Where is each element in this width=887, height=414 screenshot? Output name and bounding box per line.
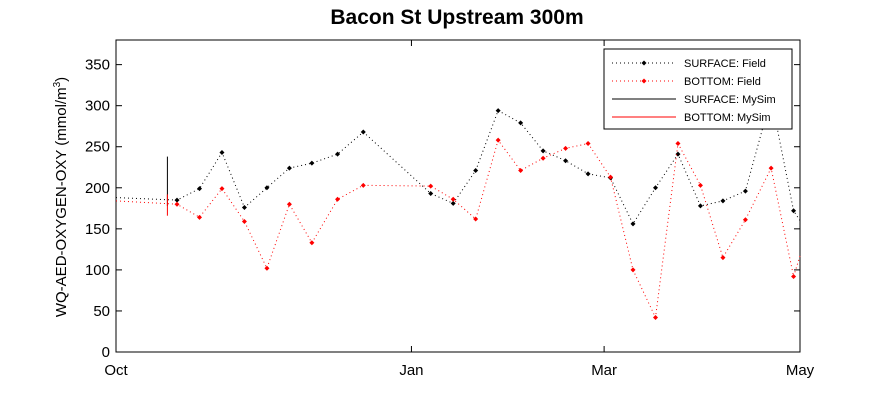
legend-entry: BOTTOM: Field bbox=[684, 76, 761, 88]
y-tick-label: 350 bbox=[85, 57, 110, 74]
data-point bbox=[720, 198, 726, 204]
x-tick-label: Oct bbox=[104, 362, 128, 379]
y-axis-label: WQ-AED-OXYGEN-OXY (mmol/m3) bbox=[52, 77, 70, 317]
data-point bbox=[518, 120, 524, 126]
data-point bbox=[309, 240, 315, 246]
data-point bbox=[174, 201, 180, 207]
y-axis-label-main: WQ-AED-OXYGEN-OXY (mmol/m bbox=[53, 87, 70, 317]
data-point bbox=[309, 160, 315, 166]
data-point bbox=[241, 218, 247, 224]
y-axis-label-suffix: ) bbox=[53, 77, 70, 82]
legend-marker bbox=[641, 78, 647, 84]
data-point bbox=[473, 216, 479, 222]
data-point bbox=[630, 267, 636, 273]
data-point bbox=[652, 315, 658, 321]
y-tick-label: 150 bbox=[85, 221, 110, 238]
data-point bbox=[450, 200, 456, 206]
data-point bbox=[742, 188, 748, 194]
data-point bbox=[540, 155, 546, 161]
data-point bbox=[630, 221, 636, 227]
data-point bbox=[540, 148, 546, 154]
legend-box bbox=[603, 48, 793, 130]
series-line bbox=[115, 97, 801, 225]
legend: SURFACE: Field BOTTOM: Field SURFACE: MySi… bbox=[603, 48, 793, 130]
y-tick-label: 100 bbox=[85, 262, 110, 279]
data-point bbox=[697, 182, 703, 188]
data-point bbox=[608, 174, 614, 180]
data-point bbox=[241, 204, 247, 210]
axis-ticks: 0 50 100 150 200 250 300 350 Oct Jan Mar May bbox=[85, 40, 815, 379]
data-point bbox=[518, 168, 524, 174]
legend-marker bbox=[641, 60, 647, 66]
data-point bbox=[791, 273, 797, 279]
data-point bbox=[335, 196, 341, 202]
data-point bbox=[335, 151, 341, 157]
y-tick-label: 250 bbox=[85, 139, 110, 156]
y-tick-label: 0 bbox=[102, 344, 110, 361]
data-point bbox=[286, 165, 292, 171]
legend-entry: SURFACE: Field bbox=[684, 58, 766, 70]
data-point bbox=[264, 185, 270, 191]
data-point bbox=[495, 137, 501, 143]
data-point bbox=[697, 203, 703, 209]
legend-entry: BOTTOM: MySim bbox=[684, 112, 771, 124]
series-layer bbox=[115, 94, 801, 321]
data-point bbox=[174, 197, 180, 203]
data-point bbox=[428, 183, 434, 189]
series-surface-field bbox=[115, 94, 801, 227]
y-tick-label: 50 bbox=[93, 303, 110, 320]
data-point bbox=[264, 265, 270, 271]
data-point bbox=[196, 186, 202, 192]
data-point bbox=[675, 140, 681, 146]
y-tick-label: 300 bbox=[85, 98, 110, 115]
data-point bbox=[473, 168, 479, 174]
data-point bbox=[585, 171, 591, 177]
x-tick-label: May bbox=[786, 362, 815, 379]
data-point bbox=[742, 217, 748, 223]
data-point bbox=[219, 186, 225, 192]
data-point bbox=[563, 145, 569, 151]
data-point bbox=[563, 158, 569, 164]
data-point bbox=[428, 191, 434, 197]
data-point bbox=[791, 208, 797, 214]
data-point bbox=[450, 196, 456, 202]
data-point bbox=[286, 201, 292, 207]
data-point bbox=[196, 214, 202, 220]
data-point bbox=[495, 108, 501, 114]
data-point bbox=[219, 149, 225, 155]
series-bottom-field bbox=[115, 137, 801, 321]
data-point bbox=[360, 129, 366, 135]
y-axis-label-superscript: 3 bbox=[52, 81, 63, 87]
data-point bbox=[652, 185, 658, 191]
data-point bbox=[768, 165, 774, 171]
chart-title: Bacon St Upstream 300m bbox=[330, 6, 583, 29]
data-point bbox=[360, 182, 366, 188]
x-tick-label: Mar bbox=[591, 362, 617, 379]
x-tick-label: Jan bbox=[399, 362, 423, 379]
legend-entry: SURFACE: MySim bbox=[684, 94, 776, 106]
data-point bbox=[720, 255, 726, 261]
y-tick-label: 200 bbox=[85, 180, 110, 197]
data-point bbox=[585, 140, 591, 146]
